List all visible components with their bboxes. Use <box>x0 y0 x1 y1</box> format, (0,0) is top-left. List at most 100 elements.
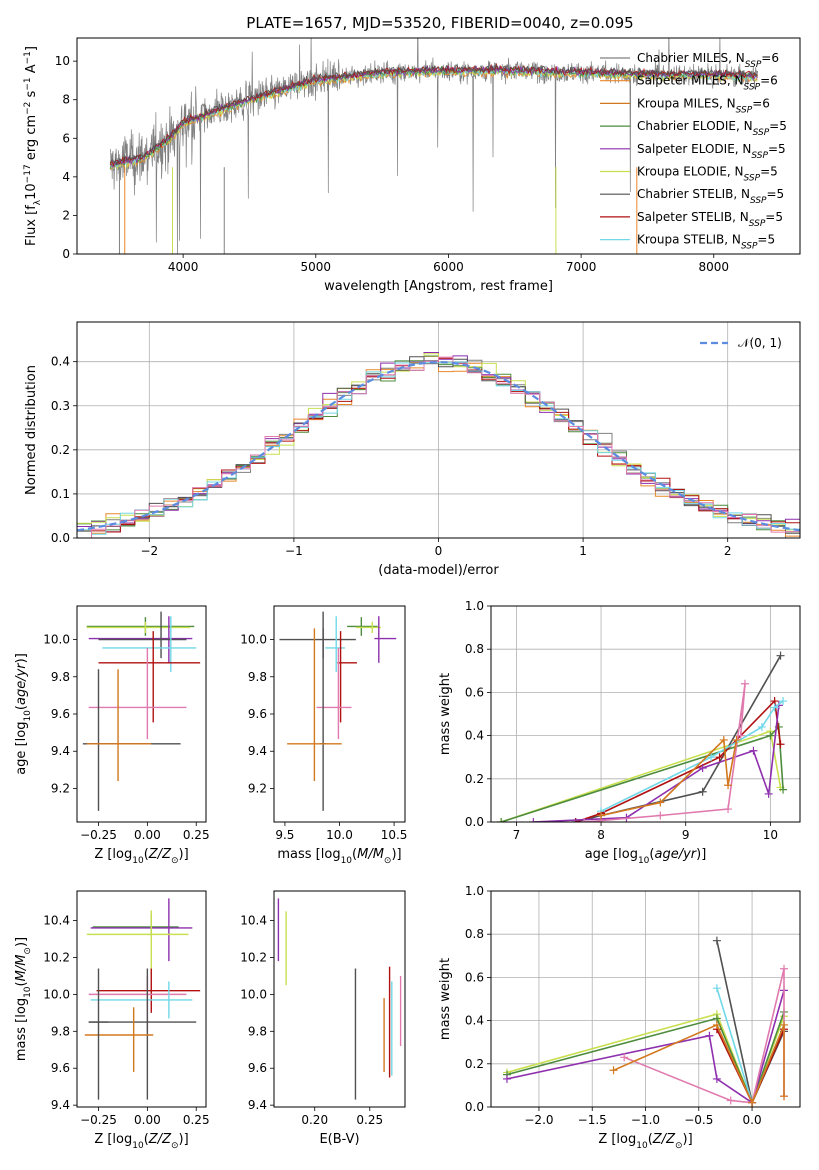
x-tick-label: 8000 <box>698 260 729 274</box>
x-tick-label: 8 <box>597 828 605 842</box>
y-axis-label: mass weight <box>438 958 453 1040</box>
y-tick-label: 0.4 <box>51 355 70 369</box>
x-tick-label: 0.25 <box>356 1113 383 1127</box>
plus-marker <box>712 1074 721 1083</box>
x-axis-label: Z [log10(Z/Z⊙)] <box>94 1132 188 1151</box>
plus-marker <box>724 781 733 790</box>
y-tick-label: 0.6 <box>465 685 484 699</box>
spectrum-data-line <box>110 38 758 254</box>
label-part: (data-model)/error <box>378 563 499 578</box>
y-tick-label: 9.2 <box>248 781 267 795</box>
plus-marker <box>656 811 665 820</box>
label-part: age/yr <box>14 662 29 705</box>
label-part: ⊙ <box>675 1141 683 1151</box>
weight-line <box>533 705 780 822</box>
legend-label: Salpeter ELODIE, NSSP=5 <box>637 142 786 161</box>
label-part: mass [log <box>14 998 29 1061</box>
x-tick-label: 10.5 <box>381 828 408 842</box>
y-tick-label: 0.0 <box>465 1100 484 1114</box>
plus-marker <box>715 753 724 762</box>
x-tick-label: 5000 <box>301 260 332 274</box>
weight-series <box>580 679 749 822</box>
errorbar-point <box>88 647 187 740</box>
y-tick-label: 0 <box>62 247 70 261</box>
weight-series <box>597 735 741 820</box>
plus-marker <box>712 1020 721 1029</box>
weight-line <box>575 699 782 822</box>
legend-label: Kroupa ELODIE, NSSP=5 <box>637 165 778 184</box>
y-tick-label: 9.6 <box>248 1061 267 1075</box>
axes-frame <box>76 890 207 1108</box>
age-vs-Z-panel: −0.25 0.00 0.259.29.49.69.810.0Z [log10(Z/… <box>14 605 210 866</box>
y-tick-label: 0.4 <box>465 1014 484 1028</box>
label-part: 10 <box>132 856 144 866</box>
label-part: )] <box>391 847 401 862</box>
plus-marker <box>497 818 506 822</box>
errorbar-point <box>86 910 189 975</box>
mass-vs-Z-plot <box>84 898 201 1100</box>
residuals-panel: −2 −1 0 1 2 0.0 0.1 0.2 0.3 0.4 (data-model)/error… <box>24 321 801 578</box>
y-tick-label: 9.6 <box>248 707 267 721</box>
errorbar-point <box>86 617 195 636</box>
x-axis-label: Z [log10(Z/Z⊙)] <box>94 847 188 866</box>
errorbar-point <box>82 669 181 811</box>
x-tick-label: −2.0 <box>524 1113 553 1127</box>
y-tick-label: 9.4 <box>51 1098 70 1112</box>
x-tick-label: −0.25 <box>80 1113 117 1127</box>
axes-frame <box>273 890 406 1108</box>
y-tick-label: 9.6 <box>51 707 70 721</box>
label-part: s <box>24 90 39 101</box>
plus-marker <box>732 735 741 744</box>
x-tick-label: 2 <box>724 544 732 558</box>
y-tick-label: 10.0 <box>240 987 267 1001</box>
y-tick-label: 0.0 <box>51 531 70 545</box>
histogram-series <box>77 361 800 535</box>
y-tick-label: 9.8 <box>248 1024 267 1038</box>
label-part: ⊙ <box>171 856 179 866</box>
label-part: −1 <box>23 77 33 90</box>
label-part: =5 <box>768 142 786 156</box>
weight-series <box>609 1020 789 1107</box>
weight-series <box>571 697 785 822</box>
label-part: 10 <box>636 1141 648 1151</box>
label-part: =5 <box>769 119 787 133</box>
weight-line <box>506 1011 785 1105</box>
massweight-vs-Z-panel: −2.0 −1.5 −1.0 −0.5 0.0 0.0 0.2 0.4 0.6 0.8 1.0 Z [… <box>438 884 801 1151</box>
weight-series <box>571 651 785 822</box>
errorbar-point <box>279 611 356 659</box>
age-vs-mass-panel: 9.5 10.0 10.5 9.2 9.4 9.6 9.8 10.0 mass [log10(M… <box>240 605 408 866</box>
weight-series <box>597 697 788 816</box>
weight-series <box>529 701 783 822</box>
massweight-vs-Z-plot <box>502 936 789 1107</box>
errorbar-point <box>287 628 342 782</box>
y-tick-label: 9.8 <box>51 670 70 684</box>
errorbar-point <box>316 647 352 740</box>
plus-marker <box>712 984 721 993</box>
x-tick-label: 0.00 <box>134 1113 161 1127</box>
errorbar-point <box>102 616 197 673</box>
y-tick-label: 10.0 <box>240 633 267 647</box>
x-tick-label: 0 <box>435 544 443 558</box>
legend-label: Chabrier ELODIE, NSSP=5 <box>637 119 787 138</box>
label-part: =5 <box>765 210 783 224</box>
y-tick-label: 8 <box>62 93 70 107</box>
label-part: Kroupa ELODIE, N <box>637 165 744 179</box>
legend-label: Chabrier MILES, NSSP=6 <box>637 51 779 70</box>
label-part: age/yr <box>654 847 697 862</box>
label-part: =5 <box>767 187 785 201</box>
x-tick-label: 1 <box>579 544 587 558</box>
label-part: ( <box>352 847 357 862</box>
plus-marker <box>597 811 606 820</box>
label-part: Z [log <box>598 1132 636 1147</box>
label-part: ( <box>144 1132 149 1147</box>
y-tick-label: 10.2 <box>43 950 70 964</box>
legend-label: Kroupa MILES, NSSP=6 <box>637 96 770 115</box>
y-tick-label: 0.0 <box>465 815 484 829</box>
y-tick-label: 10.0 <box>43 987 70 1001</box>
label-part: A <box>24 64 39 77</box>
x-axis-label: mass [log10(M/M⊙)] <box>277 847 401 866</box>
label-part: λ <box>33 199 43 205</box>
label-part: SSP <box>744 83 761 93</box>
errorbar-point <box>90 981 193 1019</box>
